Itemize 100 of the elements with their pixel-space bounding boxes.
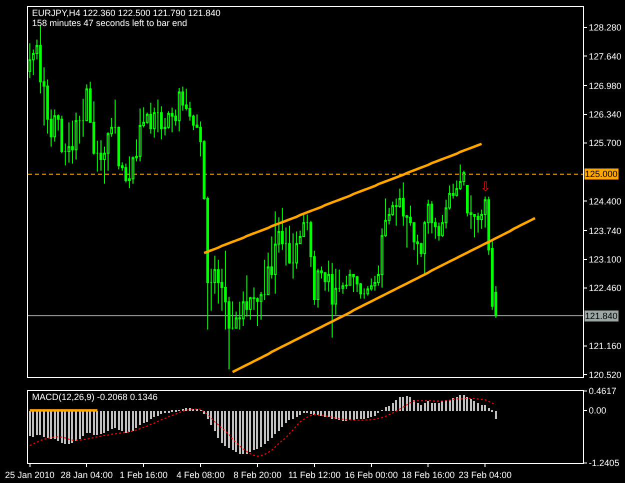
bar (96, 410, 98, 435)
bar (288, 410, 290, 420)
bar (39, 410, 41, 435)
bar (477, 402, 479, 411)
y-tick-label: 126.980 (588, 80, 622, 91)
y-tick-label: 120.520 (588, 370, 622, 380)
bar (370, 410, 372, 417)
bar (431, 402, 433, 411)
bar (392, 402, 394, 411)
bar (118, 410, 120, 430)
y-tick-label: 0.4617 (588, 386, 616, 396)
bar (424, 402, 426, 411)
bar (335, 410, 337, 419)
bar (57, 410, 59, 441)
y-tick-label: 125.700 (588, 138, 622, 148)
bar (331, 410, 333, 419)
annotation: ⇩ (480, 180, 491, 195)
bar (420, 404, 422, 411)
bar (239, 410, 241, 454)
bar (324, 410, 326, 417)
bar (50, 410, 52, 439)
candlestick (68, 122, 70, 164)
bar (150, 410, 152, 419)
bar (271, 410, 273, 438)
bar (320, 410, 322, 416)
bar (296, 410, 298, 417)
bar (89, 410, 91, 433)
bar (274, 410, 276, 434)
bar (68, 410, 70, 444)
bar (342, 410, 344, 421)
x-tick-label: 16 Feb 00:00 (344, 470, 398, 480)
bar (385, 406, 387, 411)
bar (459, 394, 461, 411)
x-tick-label: 4 Feb 08:00 (176, 470, 225, 480)
bar (360, 410, 362, 419)
bar (353, 410, 355, 420)
y-tick-label: 121.160 (588, 341, 622, 352)
bar (452, 398, 454, 411)
chart-title: MACD(12,26,9) -0.2068 0.1346 (32, 392, 158, 402)
bar (363, 410, 365, 419)
bar (349, 410, 351, 420)
bar (64, 410, 66, 444)
bar (61, 410, 63, 443)
y-tick-label: 124.400 (588, 196, 622, 206)
bar (157, 410, 159, 416)
bar (402, 396, 404, 411)
y-tick-label: 127.640 (588, 51, 622, 62)
bar (107, 410, 109, 431)
bar (388, 406, 390, 411)
bar (217, 410, 219, 438)
bar (47, 410, 49, 438)
bar (495, 410, 497, 419)
bar (356, 410, 358, 419)
bar (285, 410, 287, 423)
bar (246, 410, 248, 454)
x-tick-label: 1 Feb 16:00 (120, 470, 168, 480)
candlestick (178, 87, 181, 132)
x-tick-label: 11 Feb 12:00 (288, 470, 341, 480)
y-tick-label: -1.2405 (588, 458, 620, 468)
bar (413, 400, 415, 411)
candlestick (128, 156, 131, 189)
candlestick (138, 108, 142, 162)
bar (111, 410, 113, 429)
bar (221, 410, 223, 443)
bar (278, 410, 280, 431)
bar (135, 410, 137, 428)
bar (292, 410, 294, 419)
bar (114, 410, 116, 428)
bar (93, 410, 95, 435)
bar (82, 410, 84, 436)
x-tick-label: 28 Jan 04:00 (60, 470, 113, 480)
bar (427, 400, 429, 411)
bar (374, 410, 376, 416)
bar (441, 400, 443, 411)
y-tick-label: 126.340 (588, 110, 622, 120)
bar (32, 410, 34, 437)
line-series (231, 216, 536, 374)
bar (456, 396, 458, 411)
text: 158 minutes 47 seconds left to bar end (32, 18, 188, 28)
bar (153, 410, 155, 417)
bar (232, 410, 234, 450)
bar (228, 410, 230, 448)
bar (470, 398, 472, 411)
bar (445, 400, 447, 411)
bar (242, 410, 244, 454)
bar (317, 410, 319, 415)
y-tick-label: 122.460 (588, 283, 622, 294)
candlestick (28, 42, 32, 79)
bar (54, 410, 56, 439)
bar (466, 396, 468, 411)
bar (395, 400, 397, 411)
bar (235, 410, 237, 452)
bar (43, 410, 45, 437)
bar (406, 396, 408, 411)
bar (409, 396, 411, 411)
ref-line-label: 125.000 (585, 169, 618, 179)
bar (434, 402, 436, 411)
bar (399, 396, 401, 411)
bar (143, 410, 145, 423)
bar (481, 404, 483, 411)
